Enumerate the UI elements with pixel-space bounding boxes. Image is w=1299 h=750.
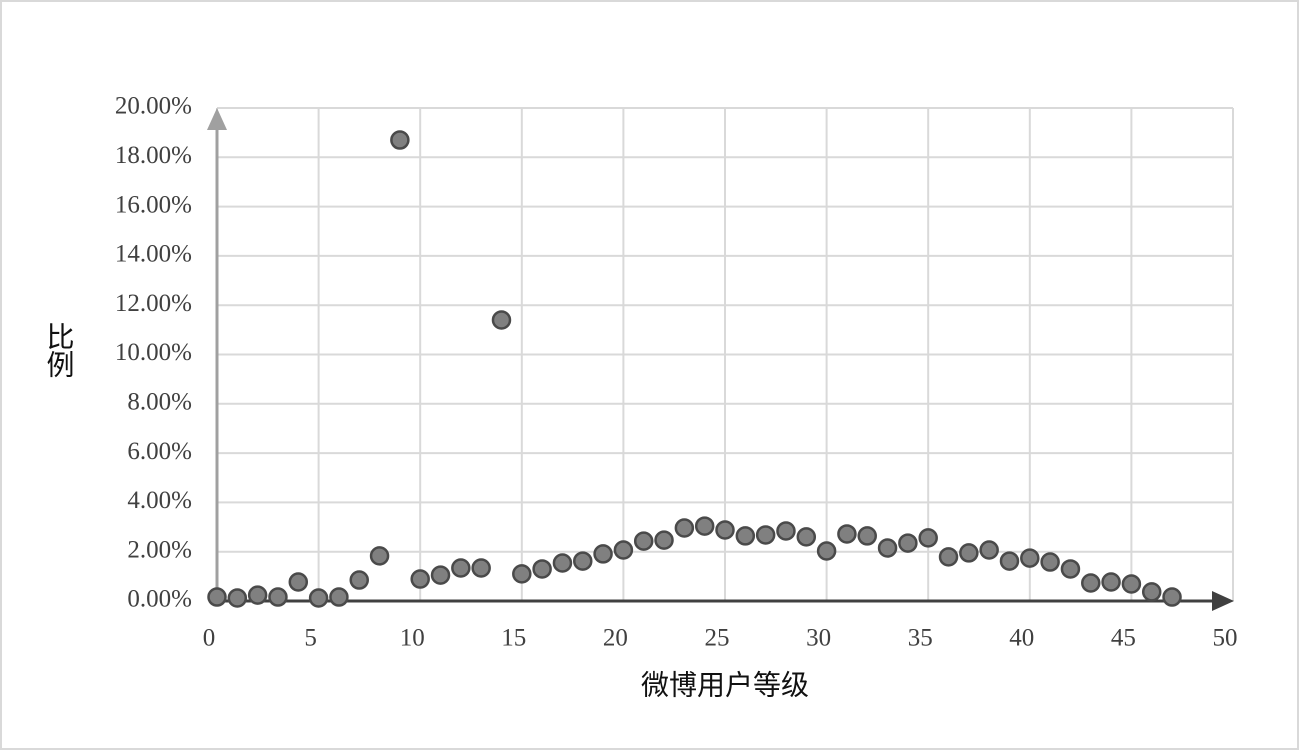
point [410,569,430,589]
point [532,559,552,579]
y-tick-label: 4.00% [127,487,192,514]
x-tick-label: 20 [603,625,628,652]
point [227,588,248,608]
point [573,551,593,571]
point [816,541,837,561]
point [349,570,369,590]
x-tick-label: 50 [1213,625,1238,652]
x-tick-label: 10 [400,625,425,652]
point [390,130,410,150]
point [1040,552,1060,572]
point [715,520,735,540]
x-tick-label: 40 [1009,625,1034,652]
point [1141,582,1162,602]
y-tick-label: 16.00% [115,191,192,218]
x-axis-title: 微博用户等级 [641,669,809,701]
point [633,531,654,551]
point [857,526,877,546]
point [1101,572,1121,592]
y-tick-label: 10.00% [115,339,192,366]
x-tick-label: 30 [806,625,831,652]
point [329,587,349,607]
point [776,521,796,541]
y-tick-label: 8.00% [127,389,192,416]
point [959,543,979,563]
point [471,558,491,578]
point [1162,587,1182,607]
y-tick-label: 2.00% [127,536,192,563]
point [430,565,451,585]
x-tick-label: 5 [304,625,317,652]
y-tick-label: 18.00% [115,142,192,169]
point [451,558,471,578]
point [755,525,776,545]
point [247,585,268,605]
point [674,518,695,538]
point [491,310,512,330]
point [512,564,532,584]
y-tick-label: 12.00% [115,290,192,317]
y-tick-label: 0.00% [127,586,192,613]
y-tick-label: 20.00% [115,93,192,120]
point [1081,573,1101,593]
y-axis-title: 比例 [43,322,75,378]
x-axis-arrow [1212,591,1234,611]
point [796,527,817,547]
point [979,540,999,560]
point [308,588,329,608]
point [268,587,288,607]
x-tick-label: 35 [908,625,933,652]
y-axis-arrow [207,108,227,130]
x-tick-label: 0 [203,625,216,652]
point [1020,548,1040,568]
point [654,530,674,550]
point [369,546,390,566]
point [207,587,227,607]
point [552,553,573,573]
point [613,540,634,560]
axes [207,108,1234,611]
point [1121,574,1142,594]
point [694,516,715,536]
point [837,524,857,544]
x-tick-label: 15 [501,625,526,652]
point [593,544,613,564]
point [288,572,309,592]
point [918,528,938,548]
point [735,526,756,546]
point [999,551,1020,571]
x-tick-label: 45 [1111,625,1136,652]
point [898,533,918,553]
y-tick-label: 14.00% [115,241,192,268]
point [1060,559,1081,579]
point [877,538,898,558]
y-tick-label: 6.00% [127,438,192,465]
x-tick-label: 25 [705,625,730,652]
point [938,547,959,567]
